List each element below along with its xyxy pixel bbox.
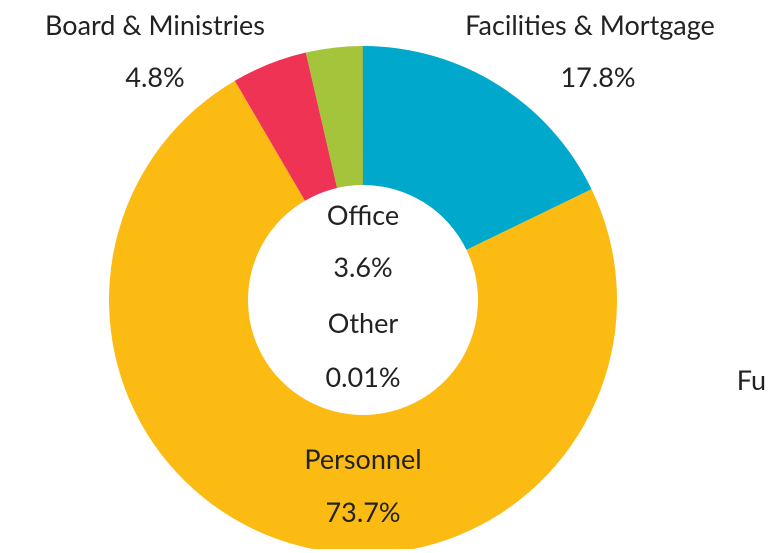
slice-value: 17.8%: [561, 60, 636, 93]
slice-name: Facilities & Mortgage: [465, 8, 715, 41]
slice-value: 73.7%: [326, 495, 401, 528]
slice-name: Office: [327, 198, 399, 231]
slice-name: Other: [328, 306, 399, 339]
slice-name: Board & Ministries: [45, 8, 265, 41]
slice-name: Personnel: [304, 442, 421, 475]
annotation: Fu: [737, 363, 766, 396]
slice-value: 4.8%: [125, 60, 184, 93]
slice-value: 0.01%: [326, 360, 401, 393]
slice-value: 3.6%: [333, 250, 392, 283]
